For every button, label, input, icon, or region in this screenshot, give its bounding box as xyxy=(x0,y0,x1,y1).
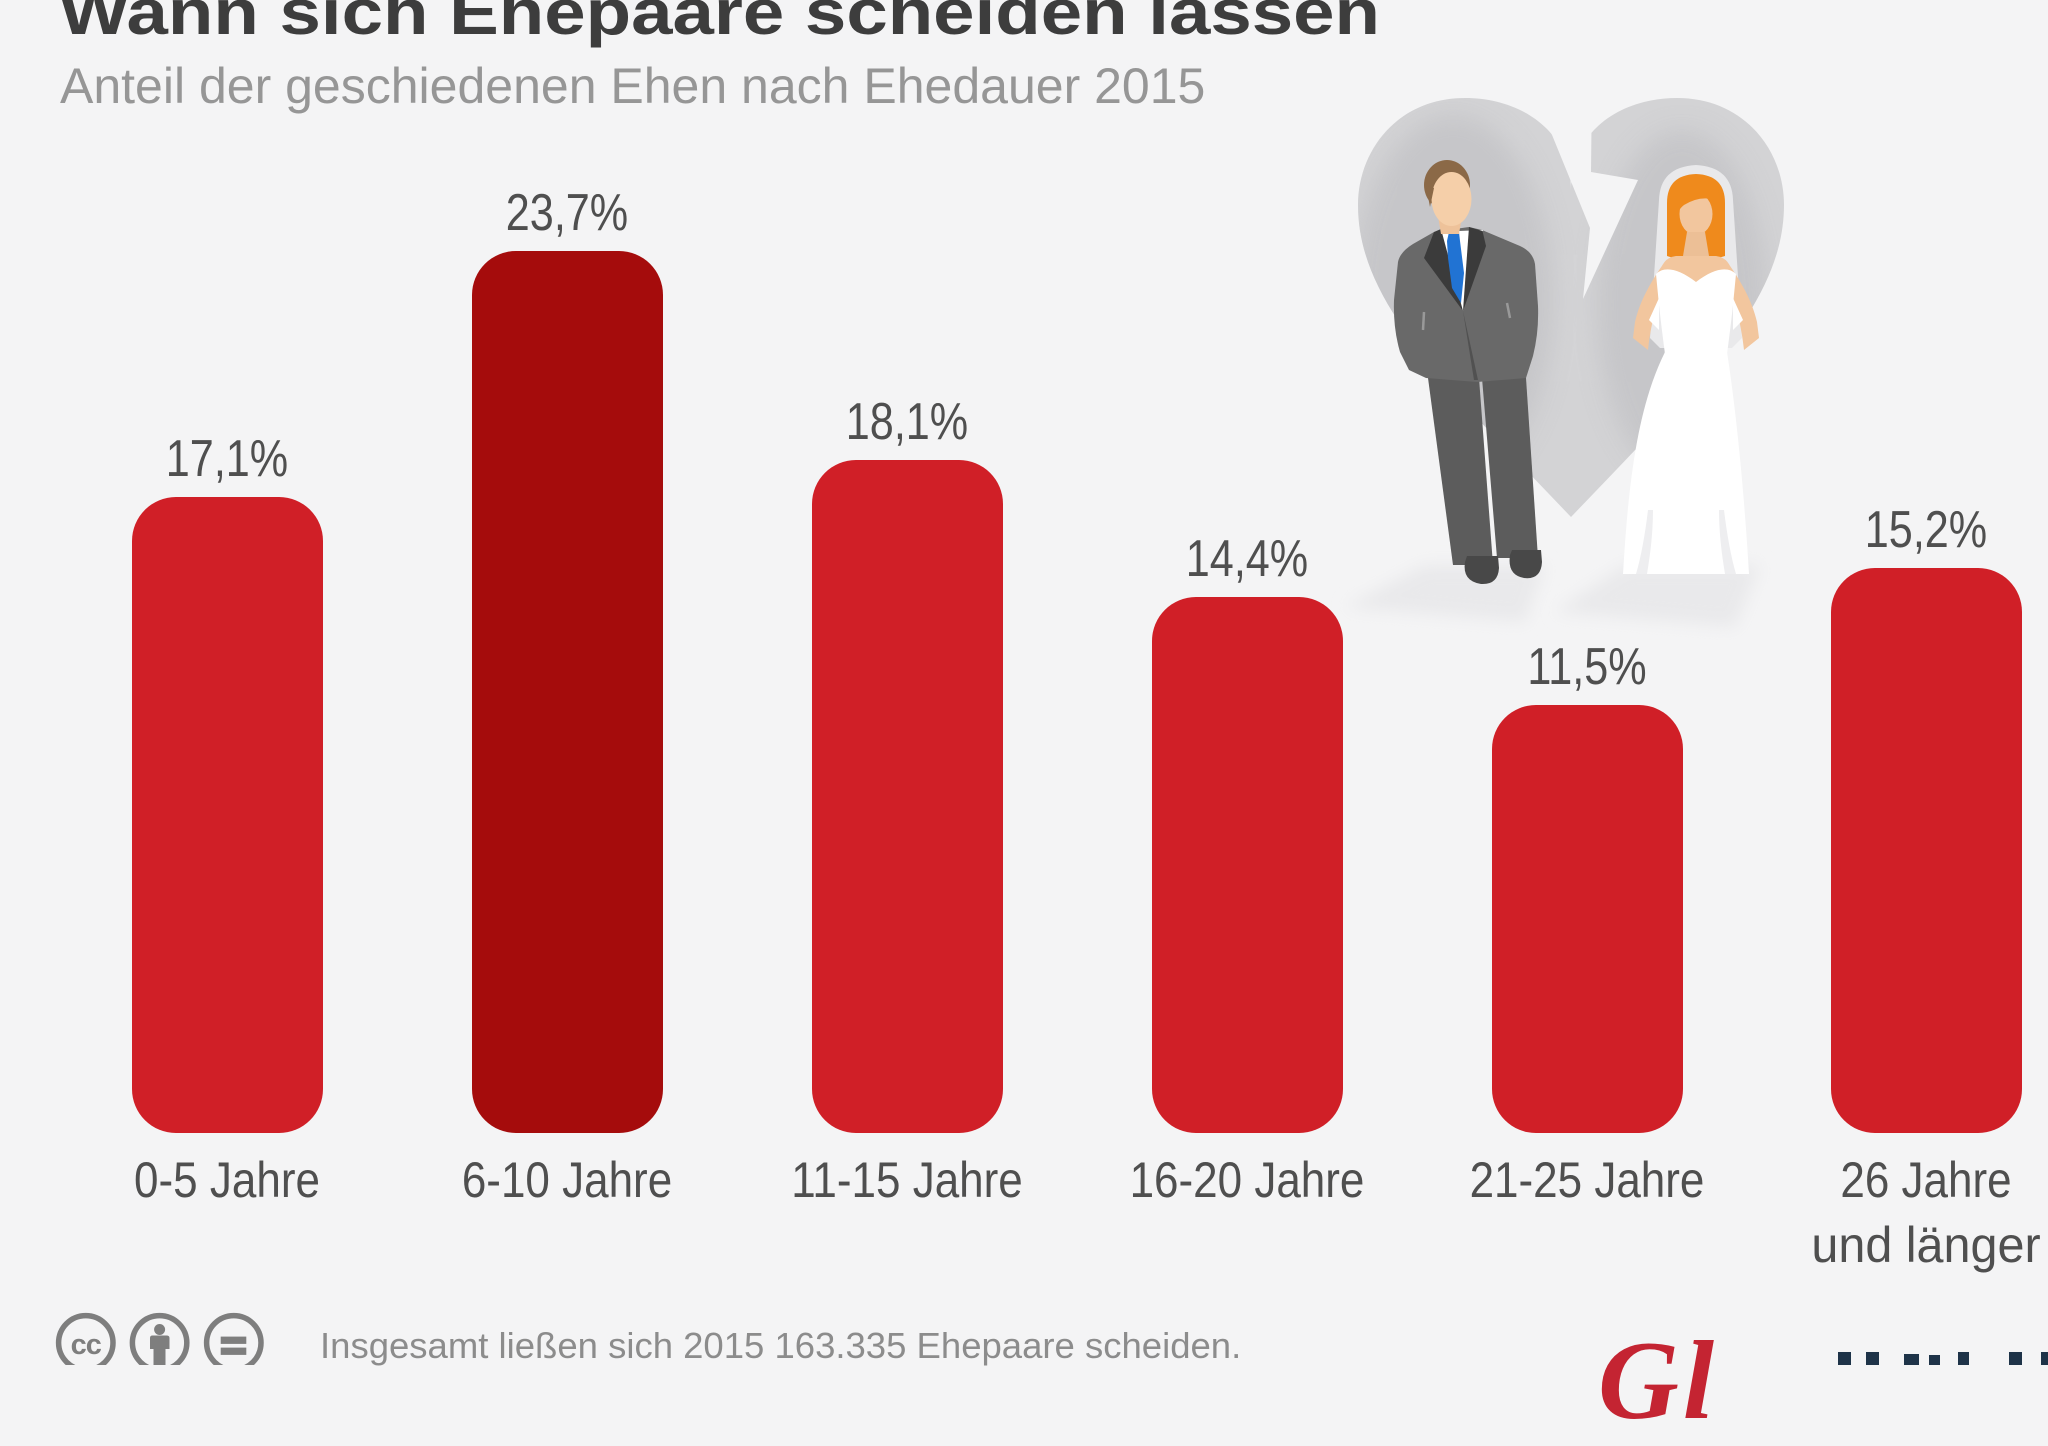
svg-text:cc: cc xyxy=(71,1329,102,1361)
